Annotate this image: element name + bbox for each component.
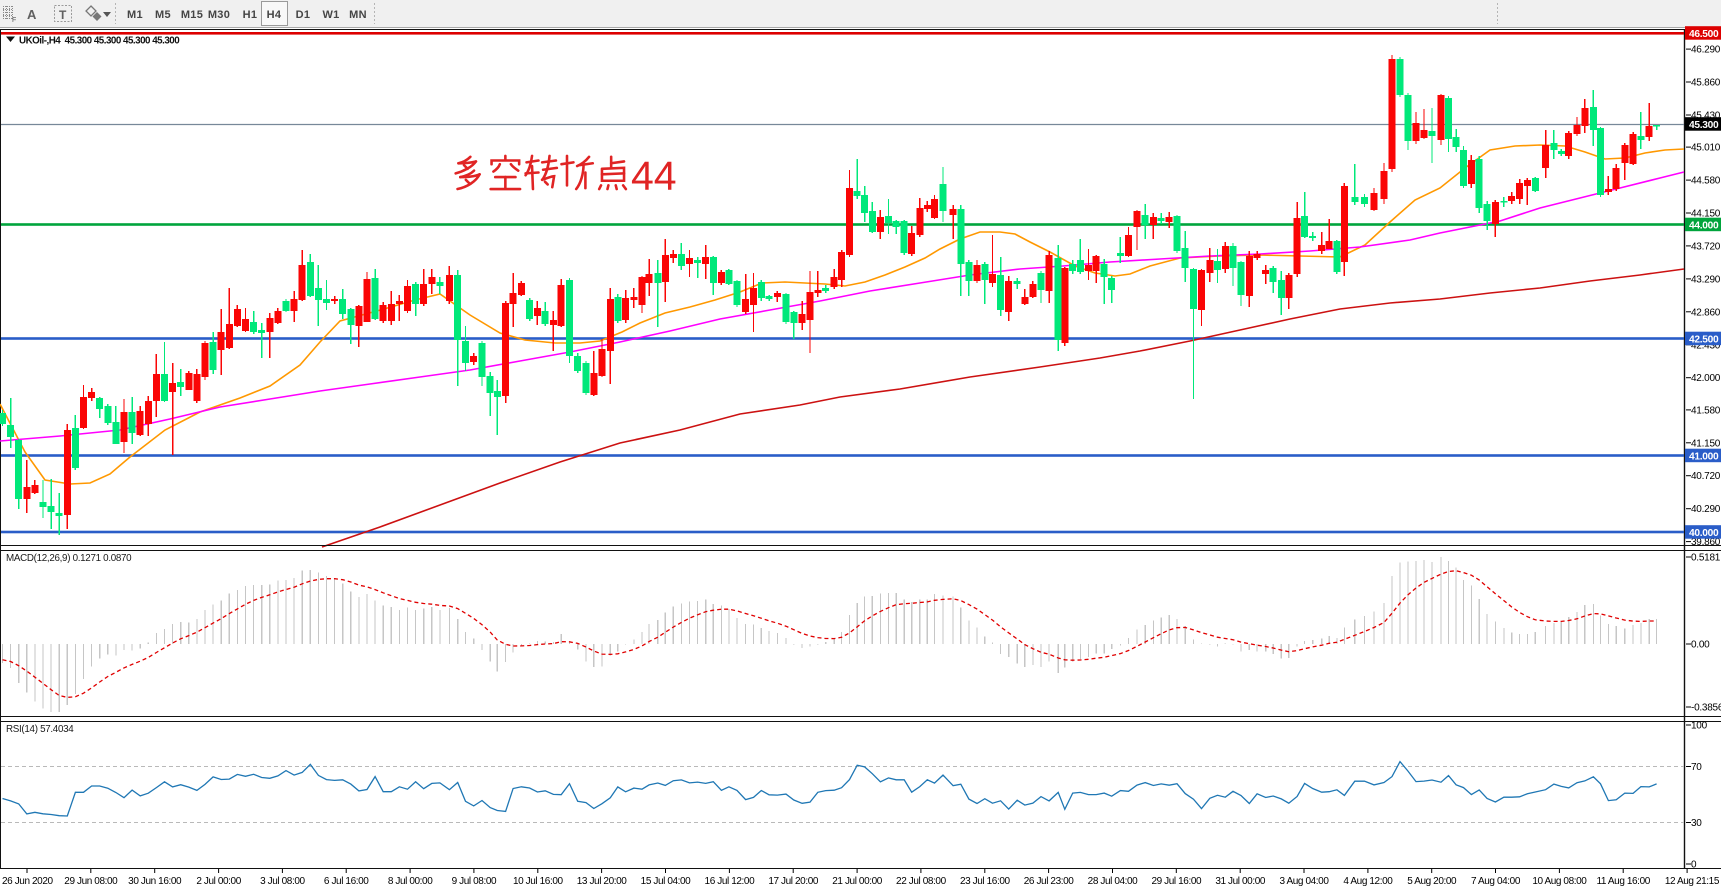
svg-text:F: F — [12, 17, 16, 24]
svg-text:45.010: 45.010 — [1691, 143, 1721, 154]
svg-text:40.290: 40.290 — [1691, 504, 1721, 515]
svg-text:M1: M1 — [127, 9, 143, 21]
svg-text:22 Jul 08:00: 22 Jul 08:00 — [896, 876, 947, 887]
svg-text:7 Aug 04:00: 7 Aug 04:00 — [1471, 876, 1521, 887]
svg-text:26 Jun 2020: 26 Jun 2020 — [2, 876, 53, 887]
svg-text:44.000: 44.000 — [1689, 221, 1719, 232]
svg-text:23 Jul 16:00: 23 Jul 16:00 — [960, 876, 1011, 887]
svg-text:30 Jun 16:00: 30 Jun 16:00 — [128, 876, 182, 887]
svg-text:15 Jul 04:00: 15 Jul 04:00 — [641, 876, 692, 887]
svg-text:T: T — [59, 8, 67, 22]
svg-text:40.720: 40.720 — [1691, 471, 1721, 482]
svg-text:21 Jul 00:00: 21 Jul 00:00 — [832, 876, 883, 887]
svg-text:42.000: 42.000 — [1691, 373, 1721, 384]
svg-text:28 Jul 04:00: 28 Jul 04:00 — [1088, 876, 1139, 887]
svg-text:3 Jul 08:00: 3 Jul 08:00 — [260, 876, 305, 887]
svg-text:46.500: 46.500 — [1689, 29, 1719, 40]
svg-text:29 Jul 16:00: 29 Jul 16:00 — [1151, 876, 1202, 887]
svg-text:M5: M5 — [155, 9, 171, 21]
svg-text:45.860: 45.860 — [1691, 78, 1721, 89]
svg-text:0.5181: 0.5181 — [1691, 553, 1721, 564]
svg-text:17 Jul 20:00: 17 Jul 20:00 — [768, 876, 819, 887]
svg-text:11 Aug 16:00: 11 Aug 16:00 — [1596, 876, 1650, 887]
svg-text:0.00: 0.00 — [1691, 640, 1710, 651]
svg-text:29 Jun 08:00: 29 Jun 08:00 — [64, 876, 118, 887]
svg-text:9 Jul 08:00: 9 Jul 08:00 — [452, 876, 497, 887]
svg-text:H4: H4 — [267, 9, 282, 21]
svg-text:MN: MN — [349, 9, 367, 21]
svg-text:44.150: 44.150 — [1691, 209, 1721, 220]
svg-text:13 Jul 20:00: 13 Jul 20:00 — [577, 876, 628, 887]
svg-text:46.290: 46.290 — [1691, 45, 1721, 56]
svg-text:42.430: 42.430 — [1691, 340, 1721, 351]
svg-text:30: 30 — [1691, 818, 1702, 829]
svg-text:42.860: 42.860 — [1691, 307, 1721, 318]
svg-text:0: 0 — [1691, 860, 1697, 871]
svg-text:70: 70 — [1691, 762, 1702, 773]
svg-text:UKOil-,H4 45.300 45.300 45.30: UKOil-,H4 45.300 45.300 45.300 45.300 — [19, 36, 180, 47]
svg-text:41.150: 41.150 — [1691, 438, 1721, 449]
svg-text:12 Aug 21:15: 12 Aug 21:15 — [1665, 876, 1720, 887]
svg-text:5 Aug 20:00: 5 Aug 20:00 — [1407, 876, 1457, 887]
svg-text:10 Jul 16:00: 10 Jul 16:00 — [513, 876, 564, 887]
svg-text:4 Aug 12:00: 4 Aug 12:00 — [1343, 876, 1393, 887]
svg-text:D1: D1 — [296, 9, 311, 21]
svg-text:42.500: 42.500 — [1689, 335, 1719, 346]
svg-text:M30: M30 — [208, 9, 230, 21]
svg-text:H1: H1 — [243, 9, 258, 21]
svg-text:45.430: 45.430 — [1691, 111, 1721, 122]
svg-text:RSI(14) 57.4034: RSI(14) 57.4034 — [6, 724, 74, 735]
svg-text:44.580: 44.580 — [1691, 176, 1721, 187]
svg-text:31 Jul 00:00: 31 Jul 00:00 — [1215, 876, 1266, 887]
svg-text:45.300: 45.300 — [1689, 120, 1719, 131]
svg-text:100: 100 — [1691, 721, 1708, 732]
svg-text:41.000: 41.000 — [1689, 452, 1719, 463]
svg-text:26 Jul 23:00: 26 Jul 23:00 — [1024, 876, 1075, 887]
svg-text:39.860: 39.860 — [1691, 537, 1721, 548]
svg-text:MACD(12,26,9) 0.1271 0.0870: MACD(12,26,9) 0.1271 0.0870 — [6, 553, 132, 564]
svg-text:3 Aug 04:00: 3 Aug 04:00 — [1280, 876, 1330, 887]
svg-text:40.000: 40.000 — [1689, 528, 1719, 539]
svg-text:-0.3856: -0.3856 — [1691, 703, 1721, 714]
svg-text:43.720: 43.720 — [1691, 241, 1721, 252]
svg-text:8 Jul 00:00: 8 Jul 00:00 — [388, 876, 433, 887]
svg-text:M15: M15 — [181, 9, 203, 21]
svg-text:W1: W1 — [322, 9, 339, 21]
svg-text:6 Jul 16:00: 6 Jul 16:00 — [324, 876, 369, 887]
svg-text:2 Jul 00:00: 2 Jul 00:00 — [196, 876, 241, 887]
svg-text:16 Jul 12:00: 16 Jul 12:00 — [705, 876, 756, 887]
svg-text:43.290: 43.290 — [1691, 274, 1721, 285]
svg-text:44: 44 — [631, 153, 677, 199]
svg-text:10 Aug 08:00: 10 Aug 08:00 — [1532, 876, 1587, 887]
svg-text:A: A — [27, 7, 37, 22]
svg-text:41.580: 41.580 — [1691, 405, 1721, 416]
